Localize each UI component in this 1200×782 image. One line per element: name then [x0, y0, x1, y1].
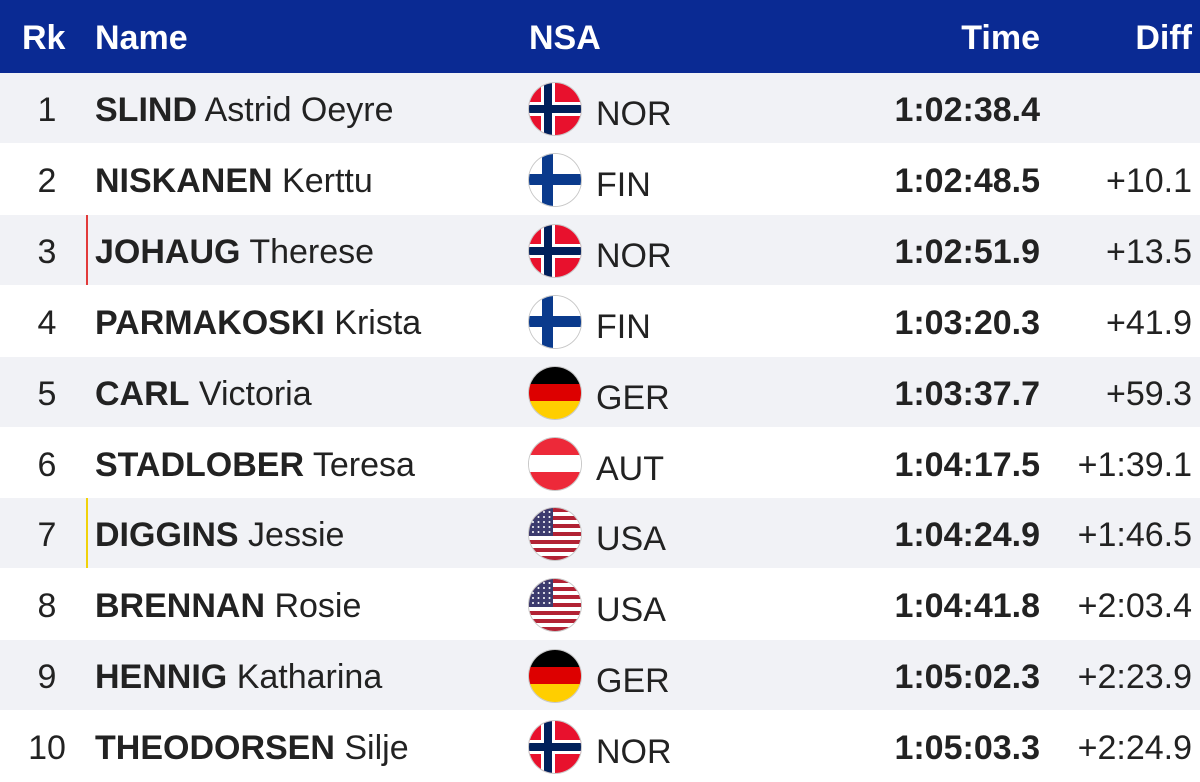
nsa-code: USA: [596, 520, 666, 559]
austria-flag-icon: [529, 437, 581, 490]
last-name: DIGGINS: [95, 516, 239, 555]
diff-cell: +13.5: [1105, 232, 1192, 271]
rank-cell: 3: [37, 232, 57, 271]
usa-flag-icon: [529, 579, 581, 632]
diff-cell: +1:39.1: [1077, 445, 1192, 484]
diff-cell: +41.9: [1105, 303, 1192, 342]
time-cell: 1:05:03.3: [894, 729, 1040, 768]
table-row[interactable]: 2 NISKANEN Kerttu FIN 1:02:48.5 +10.1: [0, 143, 1200, 214]
germany-flag-icon: [529, 650, 581, 703]
athlete-name-link[interactable]: NISKANEN Kerttu: [95, 162, 373, 201]
athlete-name-link[interactable]: THEODORSEN Silje: [95, 729, 409, 768]
finland-flag-icon: [529, 295, 581, 348]
athlete-name-link[interactable]: CARL Victoria: [95, 375, 312, 414]
athlete-name-link[interactable]: DIGGINS Jessie: [95, 516, 344, 555]
rank-cell: 8: [37, 587, 57, 626]
nsa-code: AUT: [596, 449, 664, 488]
time-cell: 1:03:37.7: [894, 374, 1040, 413]
last-name: PARMAKOSKI: [95, 303, 325, 342]
rank-cell: 7: [37, 516, 57, 555]
last-name: SLIND: [95, 91, 197, 129]
time-cell: 1:03:20.3: [894, 303, 1040, 342]
rank-cell: 9: [37, 658, 57, 697]
time-cell: 1:02:51.9: [894, 232, 1040, 271]
nsa-code: NOR: [596, 733, 672, 772]
diff-cell: +2:03.4: [1077, 587, 1192, 626]
time-cell: 1:02:38.4: [894, 91, 1040, 129]
header-nsa[interactable]: NSA: [529, 19, 601, 57]
time-cell: 1:04:41.8: [894, 587, 1040, 626]
table-row[interactable]: 4 PARMAKOSKI Krista FIN 1:03:20.3 +41.9: [0, 285, 1200, 356]
nsa-code: NOR: [596, 95, 672, 133]
last-name: CARL: [95, 374, 190, 413]
last-name: BRENNAN: [95, 587, 265, 626]
first-name: Kerttu: [282, 161, 373, 200]
nsa-code: FIN: [596, 307, 651, 346]
germany-flag-icon: [529, 366, 581, 419]
rank-cell: 6: [37, 445, 57, 484]
norway-flag-icon: [529, 83, 581, 135]
finland-flag-icon: [529, 153, 581, 206]
nsa-code: NOR: [596, 236, 672, 275]
last-name: STADLOBER: [95, 445, 305, 484]
athlete-name-link[interactable]: PARMAKOSKI Krista: [95, 304, 421, 343]
usa-flag-icon: [529, 508, 581, 561]
rank-cell: 1: [37, 91, 57, 129]
time-cell: 1:02:48.5: [894, 161, 1040, 200]
last-name: NISKANEN: [95, 161, 273, 200]
table-row[interactable]: 7 DIGGINS Jessie USA 1:04:24.9 +1:46.5: [0, 498, 1200, 569]
table-row[interactable]: 9 HENNIG Katharina GER 1:05:02.3 +2:23.9: [0, 640, 1200, 711]
first-name: Katharina: [236, 658, 383, 697]
row-marker: [86, 498, 88, 569]
header-diff[interactable]: Diff: [1135, 19, 1192, 57]
table-row[interactable]: 10 THEODORSEN Silje NOR 1:05:03.3 +2:24.9: [0, 711, 1200, 782]
row-marker: [86, 214, 88, 285]
table-row[interactable]: 8 BRENNAN Rosie USA 1:04:41.8 +2:03.4: [0, 569, 1200, 640]
time-cell: 1:05:02.3: [894, 658, 1040, 697]
diff-cell: +10.1: [1105, 161, 1192, 200]
first-name: Silje: [344, 729, 409, 768]
header-time[interactable]: Time: [961, 19, 1040, 57]
time-cell: 1:04:17.5: [894, 445, 1040, 484]
norway-flag-icon: [529, 721, 581, 774]
first-name: Astrid Oeyre: [204, 91, 394, 129]
athlete-name-link[interactable]: SLIND Astrid Oeyre: [95, 91, 394, 130]
diff-cell: +2:24.9: [1077, 729, 1192, 768]
header-name[interactable]: Name: [95, 19, 188, 57]
nsa-code: GER: [596, 662, 670, 701]
athlete-name-link[interactable]: STADLOBER Teresa: [95, 446, 415, 485]
athlete-name-link[interactable]: JOHAUG Therese: [95, 233, 374, 272]
nsa-code: GER: [596, 378, 670, 417]
table-row[interactable]: 1 SLIND Astrid Oeyre NOR 1:02:38.4: [0, 73, 1200, 143]
athlete-name-link[interactable]: BRENNAN Rosie: [95, 587, 361, 626]
last-name: THEODORSEN: [95, 729, 335, 768]
rank-cell: 2: [37, 161, 57, 200]
rank-cell: 10: [28, 729, 66, 768]
first-name: Therese: [249, 232, 375, 271]
diff-cell: +2:23.9: [1077, 658, 1192, 697]
rank-cell: 4: [37, 303, 57, 342]
last-name: HENNIG: [95, 658, 228, 697]
diff-cell: +1:46.5: [1077, 516, 1192, 555]
time-cell: 1:04:24.9: [894, 516, 1040, 555]
first-name: Jessie: [248, 516, 345, 555]
diff-cell: +59.3: [1105, 374, 1192, 413]
first-name: Teresa: [312, 445, 415, 484]
table-row[interactable]: 3 JOHAUG Therese NOR 1:02:51.9 +13.5: [0, 214, 1200, 285]
first-name: Victoria: [198, 374, 312, 413]
first-name: Rosie: [274, 587, 362, 626]
rank-cell: 5: [37, 374, 57, 413]
table-row[interactable]: 6 STADLOBER Teresa AUT 1:04:17.5 +1:39.1: [0, 427, 1200, 498]
last-name: JOHAUG: [95, 232, 241, 271]
nsa-code: USA: [596, 591, 666, 630]
table-row[interactable]: 5 CARL Victoria GER 1:03:37.7 +59.3: [0, 356, 1200, 427]
table-header: Rk Name NSA Time Diff: [0, 0, 1200, 73]
norway-flag-icon: [529, 224, 581, 277]
athlete-name-link[interactable]: HENNIG Katharina: [95, 658, 382, 697]
nsa-code: FIN: [596, 165, 651, 204]
first-name: Krista: [334, 303, 422, 342]
header-rank[interactable]: Rk: [22, 19, 66, 57]
